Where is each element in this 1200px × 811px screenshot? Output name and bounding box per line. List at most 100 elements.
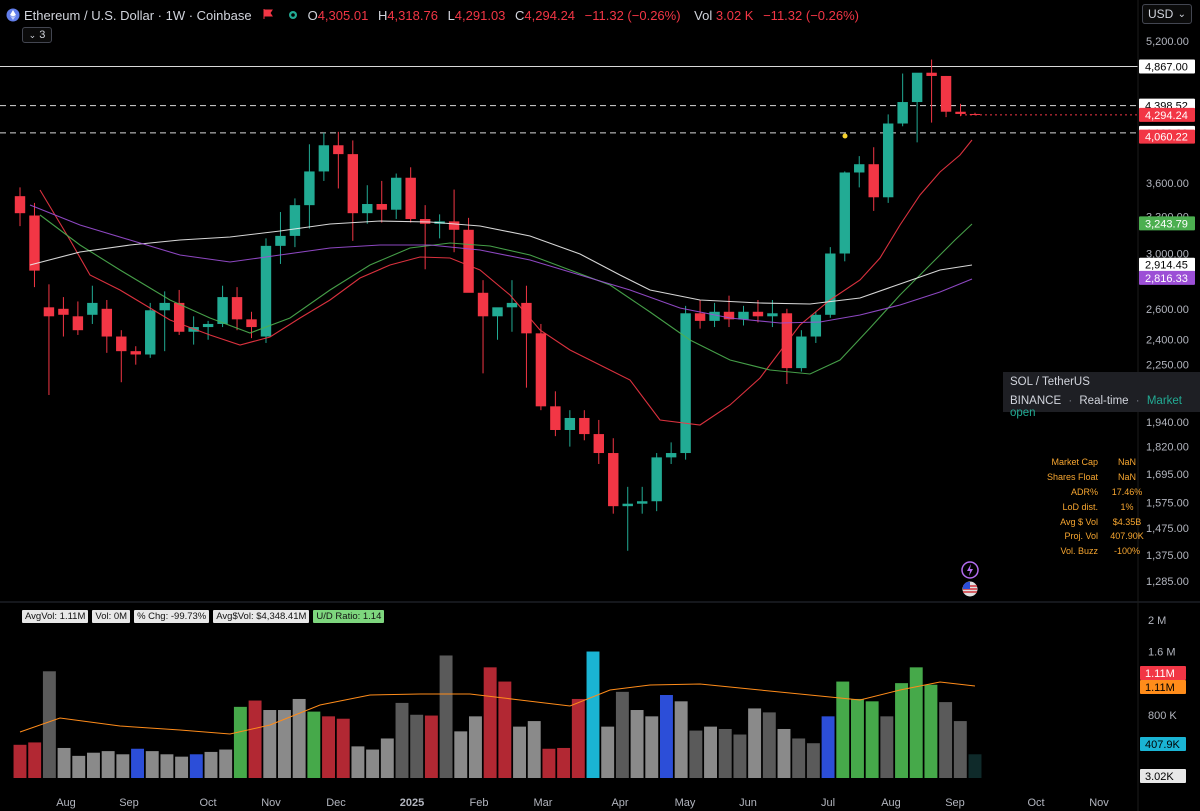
- volume-badge-label: 1.11M: [1145, 668, 1175, 680]
- x-axis-label: Aug: [881, 797, 901, 809]
- ma-line-white: [29, 220, 973, 305]
- volume-pane: [13, 651, 982, 778]
- volume-badge: 1.11M: [1140, 666, 1186, 680]
- volume-bar: [131, 748, 145, 778]
- candle-body: [506, 302, 518, 308]
- candle: [854, 156, 865, 188]
- volume-bar: [410, 714, 424, 778]
- candle-body: [231, 297, 243, 320]
- candle: [217, 285, 228, 328]
- volume-badge: 3.02K: [1140, 769, 1186, 783]
- volume-bar: [924, 684, 938, 778]
- symbol-info-panel[interactable]: SOL / TetherUS BINANCE · Real-time · Mar…: [1003, 372, 1200, 419]
- market-status-icon[interactable]: [288, 8, 298, 23]
- x-axis-label: Oct: [199, 797, 216, 809]
- volume-bar: [939, 702, 953, 778]
- price-badge-label: 2,914.45: [1145, 260, 1188, 272]
- volume-bar: [263, 710, 277, 778]
- volume-badge-bg: [1140, 769, 1186, 783]
- candle-body: [810, 314, 822, 337]
- candle: [839, 171, 850, 262]
- candle: [926, 59, 937, 123]
- candle: [304, 144, 315, 229]
- candle-body: [202, 323, 214, 328]
- candle-body: [622, 503, 633, 507]
- volume-bar: [439, 655, 453, 778]
- price-badge-bg: [1139, 216, 1195, 231]
- candle: [116, 330, 127, 383]
- volume-ma-line: [19, 681, 976, 735]
- currency-button[interactable]: USD ⌄: [1142, 4, 1192, 24]
- x-axis-label: Aug: [56, 797, 76, 809]
- candle: [911, 72, 923, 143]
- volume-bar: [424, 715, 438, 778]
- candle: [622, 486, 633, 551]
- candle-body: [825, 253, 836, 315]
- candle-body: [318, 145, 330, 172]
- avgvol-badge: AvgVol: 1.11M: [22, 610, 89, 623]
- candle: [318, 132, 330, 181]
- candle: [550, 391, 561, 437]
- volume-bar: [219, 749, 233, 778]
- price-badge: 2,816.33: [1139, 270, 1195, 285]
- candle: [723, 295, 735, 328]
- volume-bar: [542, 748, 556, 778]
- volume-bar: [380, 738, 394, 778]
- price-tick-label: 3,600.00: [1146, 178, 1189, 190]
- candle-body: [665, 453, 677, 458]
- candle: [419, 205, 431, 270]
- candle: [694, 299, 706, 329]
- lightning-icon[interactable]: [960, 560, 980, 580]
- symbol-title[interactable]: Ethereum / U.S. Dollar · 1W · Coinbase: [24, 7, 252, 23]
- candle-body: [391, 177, 402, 210]
- candle-body: [694, 313, 706, 321]
- panel-pair: SOL / TetherUS: [1010, 376, 1090, 388]
- candle: [391, 173, 402, 220]
- x-axis-label: Feb: [470, 797, 489, 809]
- candle-body: [897, 102, 908, 124]
- indicator-toggle[interactable]: ⌄ 3: [22, 27, 52, 43]
- volume-bar: [909, 667, 923, 778]
- volume-bar: [733, 734, 747, 778]
- candle-body: [289, 205, 301, 236]
- candle-body: [767, 313, 778, 317]
- volume-bar: [557, 747, 571, 778]
- us-flag-icon[interactable]: [962, 581, 978, 597]
- volume-bar: [175, 756, 189, 778]
- volume-bar: [86, 752, 100, 778]
- volume-tick-label: 2 M: [1148, 615, 1166, 627]
- candle-body: [275, 235, 286, 246]
- x-axis-label: Nov: [1089, 797, 1109, 809]
- candle: [246, 311, 257, 339]
- candle-body: [651, 457, 662, 502]
- candle: [665, 442, 677, 464]
- volume-badge-bg: [1140, 666, 1186, 680]
- candle-body: [101, 308, 113, 337]
- volume-bar: [57, 747, 71, 778]
- price-tick-label: 1,575.00: [1146, 497, 1189, 509]
- candle: [43, 284, 55, 396]
- candle-body: [130, 351, 141, 355]
- price-tick-label: 1,285.00: [1146, 576, 1189, 588]
- price-tick-label: 1,475.00: [1146, 523, 1189, 535]
- candle: [29, 202, 40, 288]
- candle-body: [636, 501, 648, 504]
- x-axis-label: Mar: [534, 797, 553, 809]
- candle-body: [333, 145, 344, 155]
- candle: [289, 198, 301, 248]
- volume-bar: [762, 712, 776, 778]
- flag-icon[interactable]: [262, 8, 274, 23]
- price-tick-label: 2,250.00: [1146, 360, 1189, 372]
- price-badge-bg: [1139, 129, 1195, 144]
- x-axis-label: Jul: [821, 797, 835, 809]
- volume-bar: [233, 706, 247, 778]
- candle-body: [926, 72, 937, 76]
- volume-bar: [836, 681, 850, 778]
- candle: [275, 212, 286, 264]
- marker-dot: [842, 133, 848, 139]
- price-badge-label: 2,816.33: [1145, 273, 1188, 285]
- ma-line-purple: [29, 204, 973, 324]
- volume-badge-bg: [1140, 737, 1186, 751]
